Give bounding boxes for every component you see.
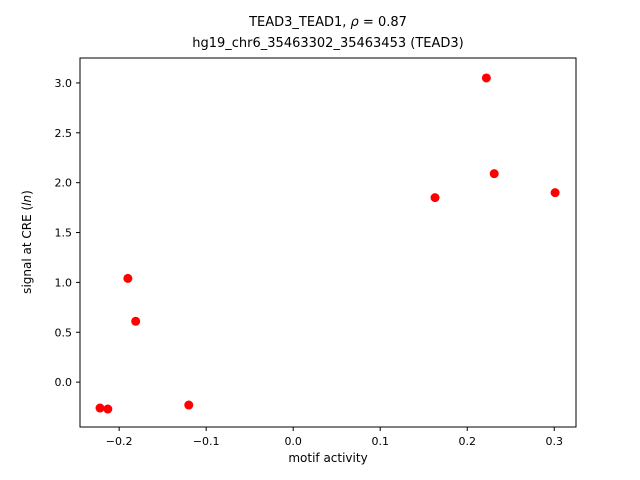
y-tick-label: 3.0	[55, 77, 73, 90]
chart-title-line1: TEAD3_TEAD1, ρ = 0.87	[80, 12, 576, 33]
title-text-pre: TEAD3_TEAD1,	[249, 15, 351, 30]
axes-frame	[79, 57, 577, 428]
scatter-point	[131, 316, 141, 326]
scatter-point	[184, 400, 194, 410]
y-tick-label: 0.5	[55, 326, 73, 339]
y-tick-label: 1.5	[55, 227, 73, 240]
chart-title: TEAD3_TEAD1, ρ = 0.87 hg19_chr6_35463302…	[80, 12, 576, 54]
x-tick-label: −0.2	[106, 435, 133, 448]
x-tick-label: −0.1	[193, 435, 220, 448]
scatter-point	[550, 188, 560, 198]
title-rho-symbol: ρ	[350, 15, 359, 30]
chart-title-line2: hg19_chr6_35463302_35463453 (TEAD3)	[192, 36, 464, 51]
scatter-point	[103, 404, 113, 414]
scatter-point	[430, 193, 440, 203]
title-text-post: = 0.87	[358, 15, 407, 30]
x-tick-label: 0.0	[284, 435, 302, 448]
x-tick-label: 0.3	[545, 435, 563, 448]
y-tick-label: 0.0	[55, 376, 73, 389]
scatter-point	[95, 403, 105, 413]
y-tick-label: 1.0	[55, 276, 73, 289]
y-tick-label: 2.0	[55, 177, 73, 190]
scatter-point	[489, 169, 499, 179]
x-axis-label: motif activity	[288, 451, 368, 465]
scatter-point	[123, 273, 133, 283]
y-tick-label: 2.5	[55, 127, 73, 140]
x-tick-label: 0.1	[371, 435, 389, 448]
x-tick-label: 0.2	[458, 435, 476, 448]
scatter-point	[481, 73, 491, 83]
